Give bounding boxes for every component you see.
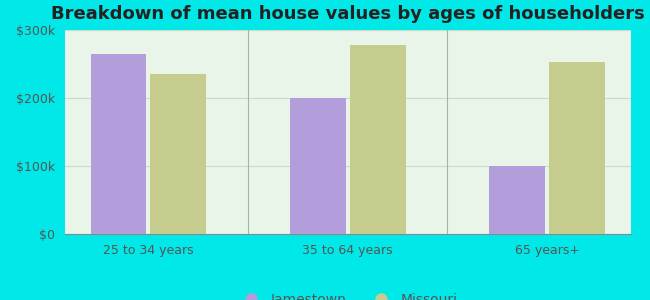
Legend: Jamestown, Missouri: Jamestown, Missouri (232, 288, 463, 300)
Bar (151, 74, 206, 234)
Bar (549, 62, 604, 234)
Bar (290, 98, 346, 234)
Title: Breakdown of mean house values by ages of householders: Breakdown of mean house values by ages o… (51, 5, 645, 23)
Bar (91, 54, 146, 234)
Bar (489, 166, 545, 234)
Bar (350, 45, 406, 234)
